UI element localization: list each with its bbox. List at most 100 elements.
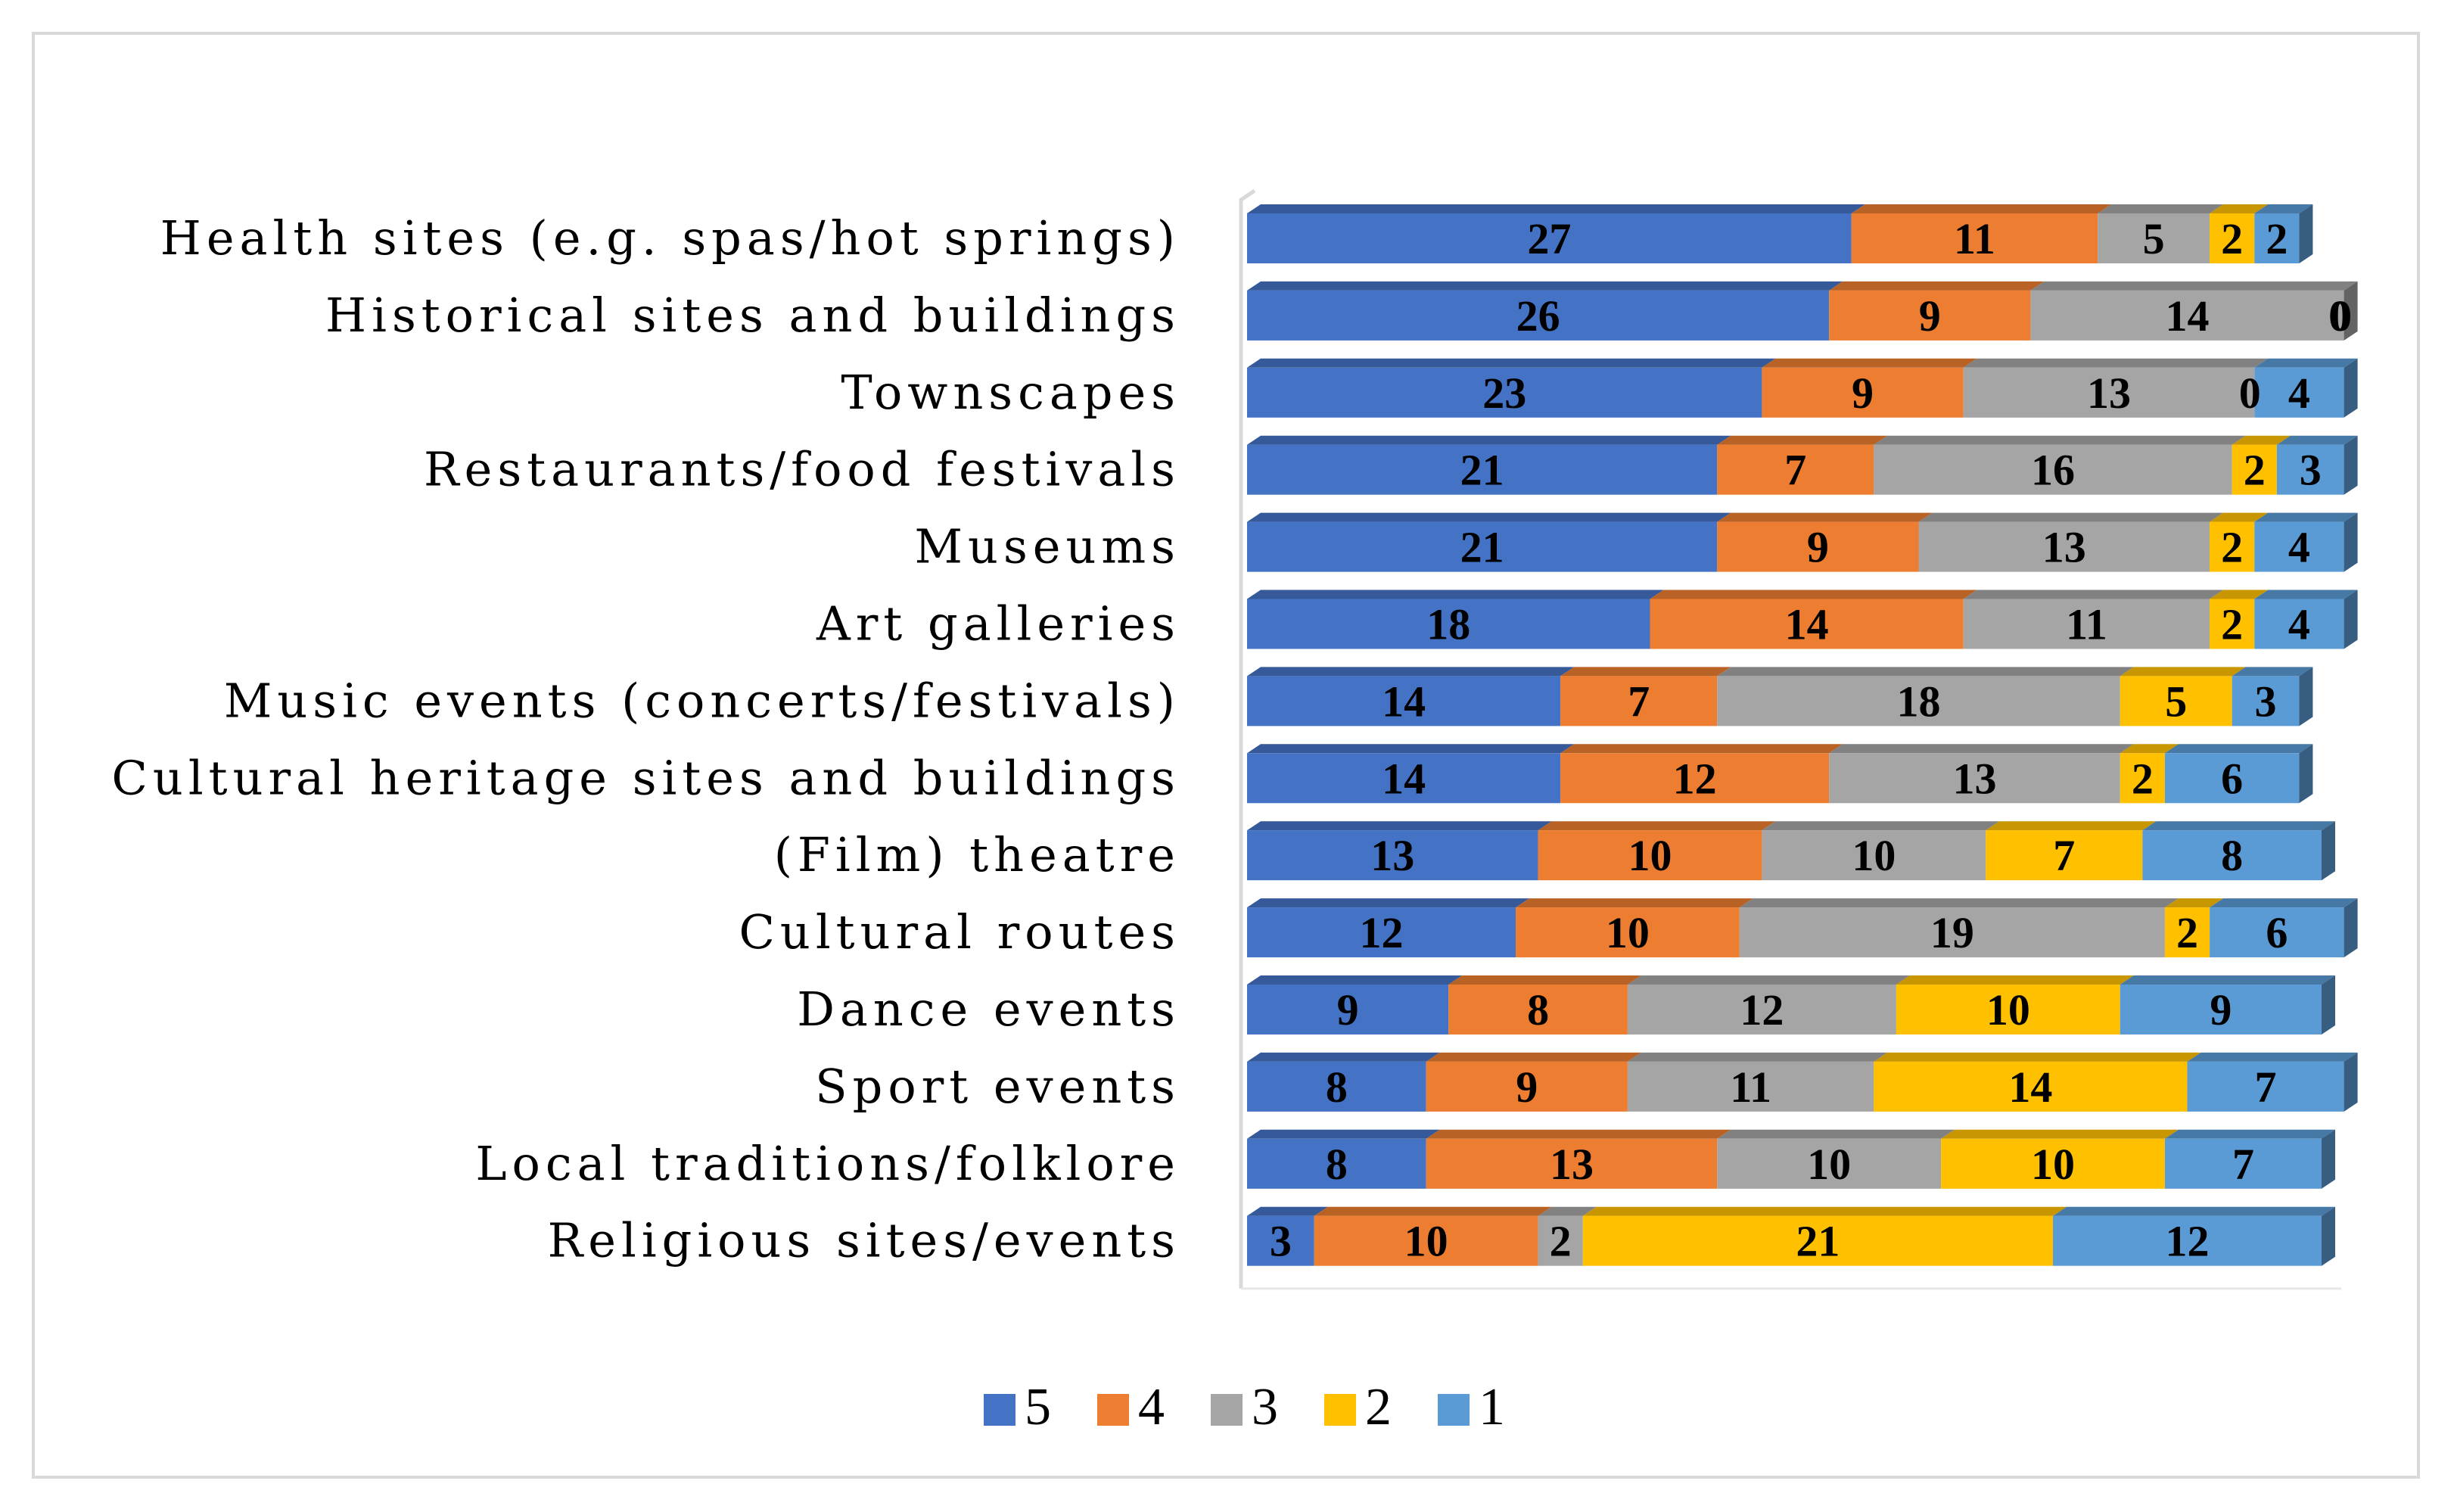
bar-top-series-3 bbox=[2098, 204, 2224, 213]
data-label-series-1: 0 bbox=[2330, 291, 2352, 341]
bar-side-face bbox=[2322, 1206, 2335, 1266]
bar-side-face bbox=[2299, 744, 2313, 804]
bar-side-face bbox=[2322, 975, 2335, 1034]
bar-segment-series-1 bbox=[2210, 907, 2344, 958]
bar-top-series-4 bbox=[1538, 821, 1776, 831]
data-label-series-2: 2 bbox=[2132, 754, 2154, 803]
data-label-series-5: 21 bbox=[1460, 523, 1504, 572]
legend-label-2: 2 bbox=[1365, 1378, 1392, 1436]
bar-top-series-4 bbox=[1314, 1206, 1552, 1216]
bar-top-series-1 bbox=[2053, 1206, 2335, 1216]
bar-top-series-4 bbox=[1717, 435, 1888, 445]
bar-top-series-4 bbox=[1851, 204, 2112, 213]
data-label-series-1: 6 bbox=[2266, 908, 2288, 957]
data-label-series-3: 10 bbox=[1807, 1140, 1851, 1189]
data-label-series-2: 0 bbox=[2328, 291, 2350, 341]
bar-top-series-3 bbox=[1829, 744, 2134, 754]
data-label-series-4: 10 bbox=[1628, 831, 1672, 880]
bar-segment-series-4 bbox=[1650, 599, 1964, 649]
category-label: Sport events bbox=[815, 1059, 1180, 1114]
bar-top-series-3 bbox=[1739, 898, 2179, 908]
data-label-series-3: 14 bbox=[2166, 291, 2210, 341]
bar-segment-series-3 bbox=[1739, 907, 2165, 958]
data-label-series-2: 2 bbox=[2221, 523, 2243, 572]
bar-segment-series-4 bbox=[1560, 676, 1718, 726]
data-label-series-5: 12 bbox=[1360, 908, 1404, 957]
legend-label-4: 4 bbox=[1138, 1378, 1165, 1436]
bar-top-series-3 bbox=[1627, 1052, 1888, 1062]
bar-top-series-3 bbox=[1538, 1206, 1597, 1216]
bar-segment-series-2 bbox=[1874, 1061, 2188, 1112]
data-label-series-2: 14 bbox=[2008, 1062, 2052, 1112]
bar-segment-series-5 bbox=[1247, 907, 1516, 958]
bar-segment-series-3 bbox=[1918, 521, 2210, 572]
bar-segment-series-3 bbox=[2098, 213, 2210, 263]
bar-segment-series-4 bbox=[1448, 985, 1628, 1034]
bar-top-series-3 bbox=[1963, 358, 2269, 368]
bar-segment-series-5 bbox=[1247, 985, 1449, 1034]
category-label: Religious sites/events bbox=[548, 1213, 1180, 1268]
bar-top-series-3 bbox=[1963, 590, 2224, 599]
axis-layer bbox=[1239, 188, 2341, 1290]
bar-top-series-1 bbox=[2254, 590, 2358, 599]
bar-top-series-3 bbox=[1762, 821, 2000, 831]
bar-side-face bbox=[2344, 281, 2358, 341]
data-label-series-2: 2 bbox=[2176, 908, 2198, 957]
bar-segment-series-4 bbox=[1538, 830, 1762, 881]
bar-top-series-5 bbox=[1247, 281, 1843, 291]
bar-segment-series-3 bbox=[2030, 290, 2344, 341]
data-label-series-2: 2 bbox=[2221, 600, 2243, 649]
data-label-series-3: 13 bbox=[2087, 369, 2131, 418]
bar-segment-series-2 bbox=[2210, 599, 2255, 649]
data-label-series-3: 13 bbox=[2042, 523, 2086, 572]
bar-segment-series-4 bbox=[1762, 367, 1964, 418]
category-label: Cultural routes bbox=[739, 904, 1180, 960]
data-label-series-1: 9 bbox=[2210, 985, 2232, 1034]
bar-top-series-4 bbox=[1560, 744, 1843, 754]
data-label-series-5: 3 bbox=[1270, 1217, 1292, 1266]
bar-segment-series-1 bbox=[2276, 444, 2344, 495]
bar-top-series-4 bbox=[1717, 512, 1933, 522]
data-label-series-5: 21 bbox=[1460, 446, 1504, 495]
bar-top-series-5 bbox=[1247, 975, 1463, 985]
data-label-series-4: 7 bbox=[1628, 677, 1650, 726]
bar-top-series-3 bbox=[1918, 512, 2224, 522]
bar-segment-series-1 bbox=[2232, 676, 2300, 726]
legend-swatch-1 bbox=[1438, 1394, 1470, 1426]
bar-top-series-4 bbox=[1448, 975, 1641, 985]
data-label-series-1: 6 bbox=[2221, 754, 2243, 803]
data-label-series-4: 8 bbox=[1527, 985, 1549, 1034]
data-label-series-3: 12 bbox=[1740, 985, 1784, 1034]
bar-top-series-2 bbox=[1986, 821, 2157, 831]
data-label-series-3: 18 bbox=[1897, 677, 1941, 726]
category-label: Museums bbox=[915, 519, 1180, 574]
legend-swatch-5 bbox=[984, 1394, 1016, 1426]
data-label-series-5: 9 bbox=[1337, 985, 1359, 1034]
bar-segment-series-1 bbox=[2120, 985, 2322, 1034]
bar-top-series-2 bbox=[2210, 204, 2269, 213]
bar-side-face bbox=[2344, 590, 2358, 649]
bar-segment-series-1 bbox=[2164, 1138, 2322, 1189]
bar-segment-series-2 bbox=[2210, 213, 2255, 263]
bar-side-face bbox=[2299, 667, 2313, 726]
bar-segment-series-2 bbox=[1986, 830, 2143, 881]
category-label: Restaurants/food festivals bbox=[424, 442, 1180, 497]
data-label-series-1: 7 bbox=[2232, 1140, 2254, 1189]
data-label-series-4: 14 bbox=[1785, 600, 1829, 649]
bar-segment-series-4 bbox=[1426, 1061, 1628, 1112]
bar-top-series-2 bbox=[1582, 1206, 2067, 1216]
category-label: Townscapes bbox=[841, 365, 1180, 420]
bar-top-series-5 bbox=[1247, 435, 1731, 445]
bar-top-series-5 bbox=[1247, 821, 1552, 831]
bar-top-series-1 bbox=[2187, 1052, 2358, 1062]
axis-wall-line bbox=[1239, 188, 1256, 1289]
category-label: Art galleries bbox=[816, 596, 1180, 652]
data-label-series-1: 3 bbox=[2255, 677, 2277, 726]
data-label-series-4: 10 bbox=[1606, 908, 1650, 957]
data-label-series-4: 13 bbox=[1550, 1140, 1594, 1189]
bar-segment-series-2 bbox=[2120, 753, 2165, 804]
bar-top-series-4 bbox=[1560, 667, 1731, 677]
data-label-series-4: 12 bbox=[1673, 754, 1717, 803]
category-label: (Film) theatre bbox=[774, 827, 1180, 882]
